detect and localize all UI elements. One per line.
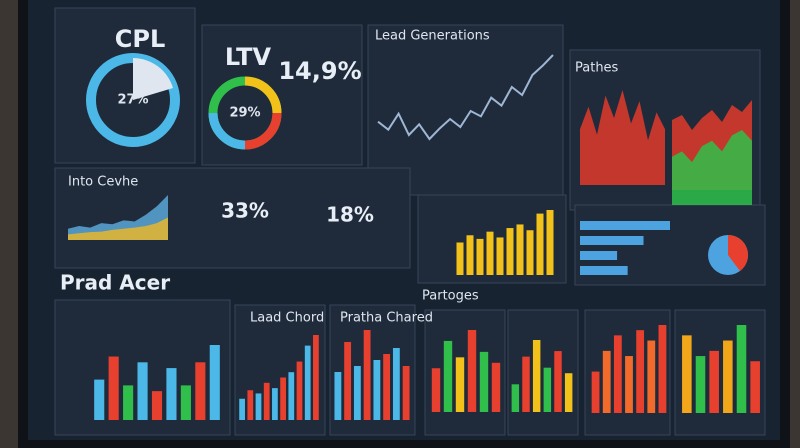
bar (636, 330, 645, 413)
bar (723, 340, 733, 413)
title: LTV (225, 43, 272, 71)
bar (486, 231, 494, 275)
bar (239, 398, 245, 420)
panel (201, 24, 363, 166)
title: Lead Generations (375, 29, 490, 44)
bar (736, 325, 747, 413)
bar (334, 372, 342, 420)
bar (313, 335, 319, 420)
bar (506, 228, 514, 275)
area (68, 217, 168, 240)
panel (329, 304, 416, 436)
bar (166, 368, 177, 420)
bar (94, 379, 105, 420)
bar (522, 356, 530, 412)
bar (695, 356, 706, 413)
bar (536, 213, 544, 275)
stat: 14,9% (278, 57, 361, 85)
bar (455, 357, 465, 412)
bar (709, 350, 719, 413)
donut-slice (133, 58, 173, 100)
bar (466, 235, 474, 275)
title: Pratha Chared (340, 311, 433, 326)
bar (647, 340, 656, 413)
bar (255, 393, 262, 420)
value: 29% (229, 106, 260, 121)
panel (507, 309, 579, 436)
bar (580, 236, 644, 245)
donut-arc (244, 76, 282, 114)
bar (263, 382, 270, 420)
bar (344, 342, 352, 420)
donut-arc (208, 112, 246, 150)
bar (456, 242, 464, 275)
bar (580, 266, 628, 275)
bar (272, 388, 278, 420)
bar (476, 238, 484, 275)
title: Prad Acer (60, 271, 170, 295)
pie-slice (728, 235, 749, 271)
title: Laad Chord (250, 311, 324, 326)
bar (137, 362, 148, 420)
bar (554, 351, 562, 412)
line (377, 54, 554, 141)
bar (108, 356, 119, 420)
bar (383, 354, 391, 420)
bar (613, 335, 622, 413)
area (672, 130, 752, 205)
stat: 33% (221, 199, 269, 223)
bar (511, 384, 520, 412)
value: 27% (117, 93, 148, 108)
bar (392, 348, 400, 420)
bar (296, 361, 303, 420)
bar (591, 371, 600, 413)
bar (526, 230, 534, 275)
bar (443, 340, 453, 412)
bar (543, 367, 552, 412)
panel (54, 167, 411, 269)
bar (625, 356, 633, 413)
bar (496, 237, 504, 275)
bar (580, 251, 618, 260)
bar (602, 350, 611, 413)
bar (151, 391, 163, 420)
bar (402, 366, 410, 420)
bar (288, 372, 295, 420)
bar (180, 385, 191, 420)
bar (431, 368, 441, 412)
bar (479, 351, 489, 412)
bar (373, 360, 381, 420)
bar (658, 325, 667, 413)
title: CPL (115, 25, 166, 53)
bar (516, 224, 524, 275)
bar (363, 330, 371, 420)
bar (280, 377, 286, 420)
bar (209, 345, 220, 420)
bar (304, 345, 311, 420)
title: Partoges (422, 289, 479, 304)
stat: 18% (326, 203, 374, 227)
bar (247, 390, 254, 420)
bar (491, 362, 501, 412)
area (580, 90, 665, 185)
bar (195, 362, 206, 420)
title: Pathes (575, 61, 619, 76)
donut-arc (244, 112, 282, 150)
bar (564, 373, 573, 412)
bar (580, 221, 670, 230)
bar (467, 330, 477, 412)
bar (353, 366, 361, 420)
bar (532, 340, 541, 412)
bar (682, 335, 692, 413)
bar (750, 361, 760, 413)
title: Into Cevhe (68, 175, 138, 190)
bar (123, 385, 134, 420)
bar (546, 210, 554, 275)
